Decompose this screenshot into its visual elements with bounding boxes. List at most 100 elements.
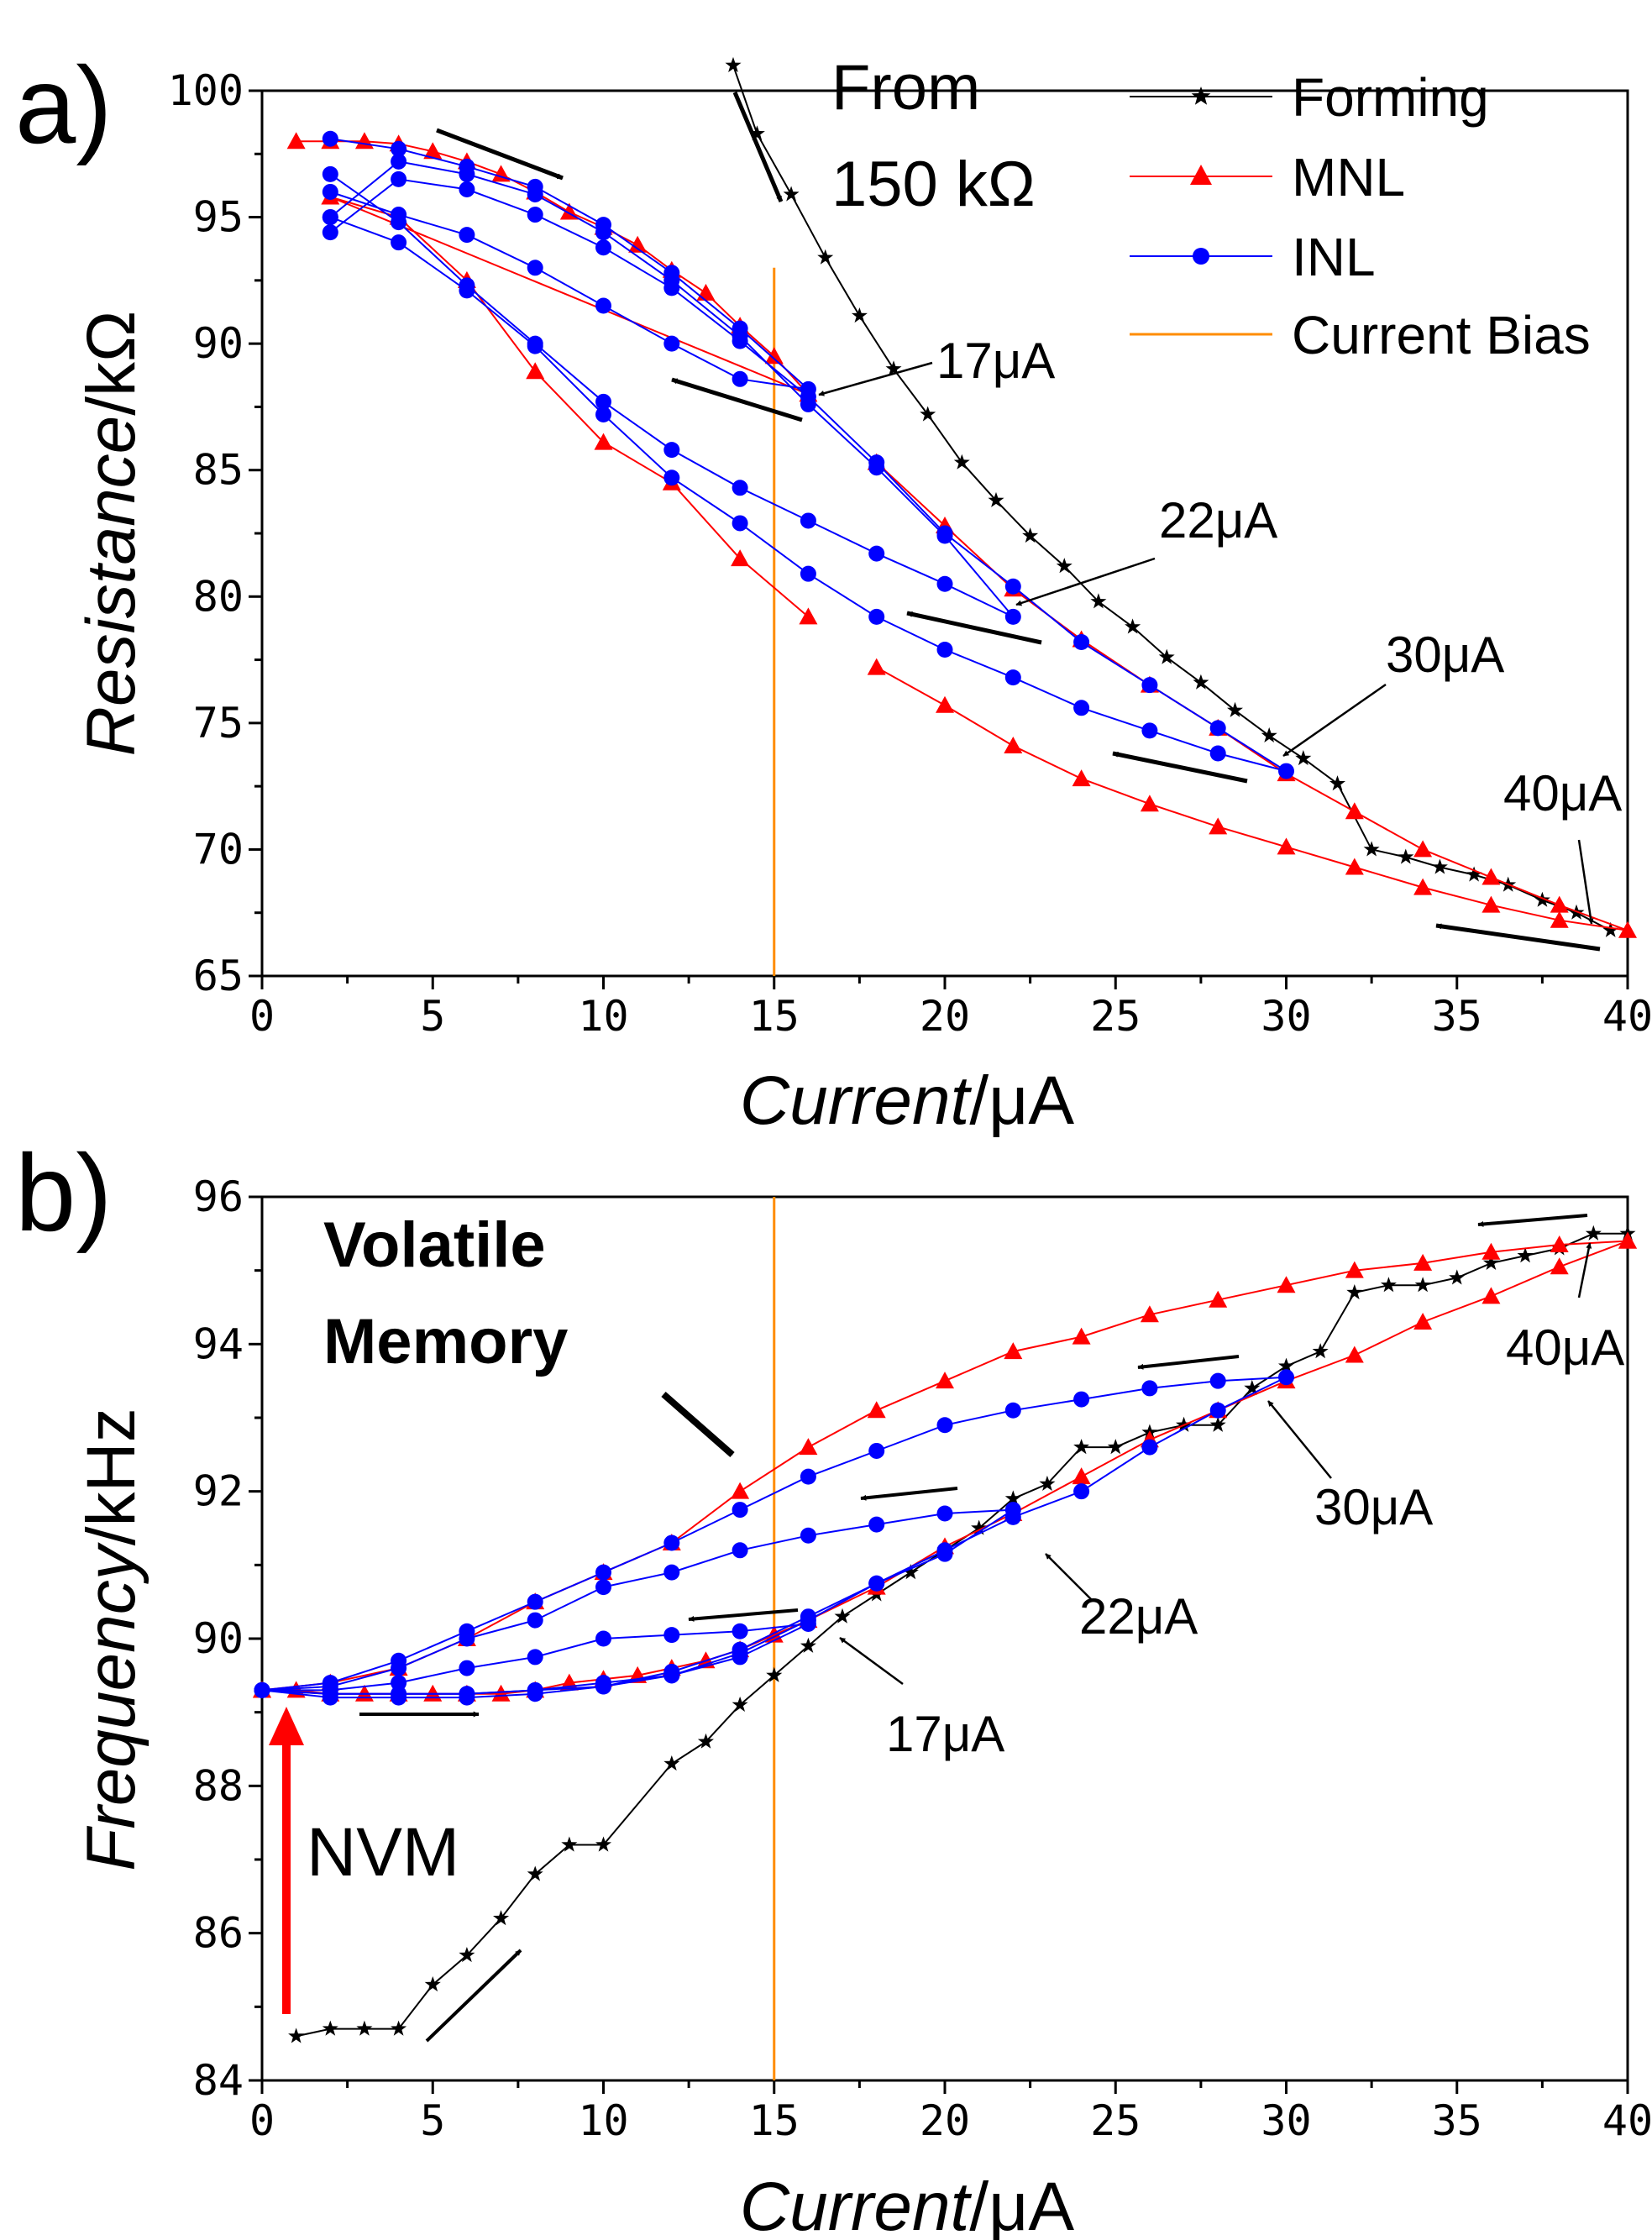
data-point-inl	[1004, 669, 1021, 686]
data-point-inl	[595, 393, 611, 410]
y-tick-label: 85	[193, 446, 244, 495]
data-point-mnl	[1550, 895, 1569, 913]
data-point-forming	[1482, 1254, 1499, 1270]
y-tick-label: 86	[193, 1909, 244, 1958]
panel-a-y-axis-title: Resistance/kΩ	[73, 311, 149, 757]
data-point-inl	[663, 335, 680, 352]
data-point-forming	[595, 1836, 611, 1852]
x-tick-label: 25	[1090, 2096, 1141, 2145]
data-point-inl	[595, 1564, 611, 1581]
y-tick-label: 95	[193, 193, 244, 242]
data-point-forming	[1449, 1269, 1466, 1285]
pointer-30ua	[1282, 683, 1387, 758]
data-point-inl	[1278, 763, 1294, 779]
volatile-label: Volatile	[323, 1209, 546, 1281]
data-point-forming	[391, 2020, 407, 2036]
y-tick-label: 88	[193, 1761, 244, 1810]
data-point-inl	[1073, 633, 1090, 650]
data-point-inl	[1141, 1380, 1158, 1397]
panel-a-x-title-unit: /μA	[969, 1062, 1074, 1139]
x-tick-label: 30	[1261, 2096, 1311, 2145]
data-point-inl	[254, 1681, 270, 1698]
data-point-forming	[1398, 848, 1414, 864]
data-point-forming	[971, 1519, 988, 1535]
x-tick-label: 35	[1432, 2096, 1482, 2145]
data-point-inl	[391, 140, 407, 157]
data-point-inl	[868, 1442, 885, 1459]
x-tick-label: 30	[1261, 992, 1311, 1041]
data-point-forming	[1158, 648, 1175, 664]
data-point-inl	[527, 1612, 543, 1629]
data-point-forming	[1295, 750, 1312, 766]
data-point-inl	[1141, 1439, 1158, 1456]
x-tick-label: 40	[1602, 2096, 1652, 2145]
data-point-forming	[322, 2020, 338, 2036]
annotation-40ua: 40μA	[1506, 1319, 1624, 1376]
direction-arrow	[1137, 1355, 1240, 1370]
pointer-22ua	[1045, 1553, 1093, 1601]
legend-label-forming: Forming	[1292, 67, 1489, 128]
data-point-mnl	[1140, 1305, 1159, 1323]
direction-arrow	[860, 1487, 958, 1501]
data-point-mnl	[491, 1684, 511, 1702]
data-point-forming	[732, 1696, 748, 1712]
panel-b-y-title-italic: Frequency	[73, 1541, 149, 1870]
panel-b-y-title-unit: /kHz	[73, 1408, 149, 1545]
data-point-forming	[748, 125, 765, 141]
data-point-mnl	[731, 1482, 750, 1499]
panel-a-label: a)	[15, 44, 113, 166]
x-tick-label: 0	[249, 992, 275, 1041]
annotation-30ua: 30μA	[1386, 627, 1504, 683]
data-point-forming	[885, 360, 902, 376]
data-point-inl	[868, 545, 885, 562]
data-point-mnl	[1004, 1342, 1023, 1360]
data-point-mnl	[1618, 921, 1637, 938]
y-tick-label: 70	[193, 825, 244, 873]
nvm-arrow-head	[269, 1707, 304, 1745]
panel-a-direction-arrows	[436, 92, 1601, 952]
data-point-inl	[391, 1686, 407, 1702]
x-tick-label: 20	[920, 2096, 970, 2145]
data-point-forming	[1107, 1439, 1124, 1455]
data-point-inl	[663, 280, 680, 296]
x-tick-label: 15	[749, 2096, 800, 2145]
legend-label-bias: Current Bias	[1292, 305, 1591, 365]
data-point-mnl	[628, 235, 648, 253]
data-point-mnl	[1004, 736, 1023, 753]
data-point-mnl	[1482, 868, 1501, 885]
data-point-mnl	[423, 142, 443, 160]
data-point-inl	[595, 406, 611, 422]
data-point-inl	[732, 1623, 748, 1639]
data-point-inl	[732, 1641, 748, 1658]
data-point-inl	[527, 207, 543, 223]
y-tick-label: 92	[193, 1467, 244, 1516]
data-point-inl	[527, 1593, 543, 1610]
data-point-inl	[868, 608, 885, 625]
data-point-forming	[1261, 727, 1277, 742]
x-tick-label: 20	[920, 992, 970, 1041]
data-point-mnl	[1413, 1253, 1433, 1271]
data-point-mnl	[1072, 1467, 1091, 1485]
data-point-inl	[322, 1675, 338, 1692]
y-tick-label: 90	[193, 1614, 244, 1663]
data-point-inl	[595, 1678, 611, 1695]
data-point-forming	[1534, 891, 1550, 907]
data-point-forming	[902, 1564, 919, 1580]
data-point-forming	[1312, 1343, 1329, 1359]
legend-marker-mnl	[1190, 165, 1212, 185]
direction-arrow	[1435, 923, 1601, 952]
data-point-forming	[1602, 921, 1619, 937]
data-point-inl	[391, 153, 407, 170]
data-point-inl	[663, 1663, 680, 1680]
data-point-inl	[800, 1608, 816, 1625]
memory-label: Memory	[323, 1306, 568, 1377]
data-point-mnl	[1550, 1257, 1569, 1275]
data-point-forming	[527, 1865, 543, 1881]
data-point-inl	[936, 1505, 953, 1522]
data-point-mnl	[1618, 1231, 1637, 1249]
data-point-inl	[800, 1468, 816, 1485]
data-point-inl	[459, 1623, 475, 1639]
direction-arrow	[1112, 751, 1248, 784]
data-point-forming	[1380, 1277, 1397, 1293]
data-point-inl	[1209, 1372, 1226, 1389]
